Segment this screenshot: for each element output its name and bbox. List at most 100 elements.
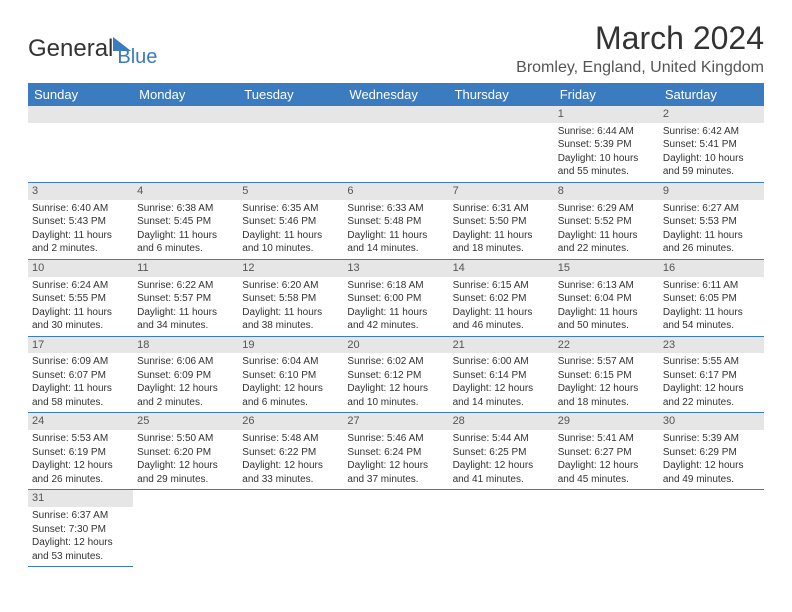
sunrise-text: Sunrise: 6:44 AM — [558, 125, 655, 139]
calendar-cell: 30Sunrise: 5:39 AMSunset: 6:29 PMDayligh… — [659, 413, 764, 490]
day-number: 22 — [554, 337, 659, 354]
daylight-text: Daylight: 12 hours and 33 minutes. — [242, 459, 339, 486]
calendar-cell: 20Sunrise: 6:02 AMSunset: 6:12 PMDayligh… — [343, 336, 448, 413]
sunrise-text: Sunrise: 5:46 AM — [347, 432, 444, 446]
daylight-text: Daylight: 10 hours and 55 minutes. — [558, 152, 655, 179]
day-number: 25 — [133, 413, 238, 430]
sunrise-text: Sunrise: 6:11 AM — [663, 279, 760, 293]
day-number: 17 — [28, 337, 133, 354]
day-number: 13 — [343, 260, 448, 277]
calendar-cell — [659, 490, 764, 567]
calendar-cell: 17Sunrise: 6:09 AMSunset: 6:07 PMDayligh… — [28, 336, 133, 413]
day-number: 16 — [659, 260, 764, 277]
calendar-cell: 6Sunrise: 6:33 AMSunset: 5:48 PMDaylight… — [343, 182, 448, 259]
weekday-header: Friday — [554, 83, 659, 106]
day-number: 20 — [343, 337, 448, 354]
calendar-cell: 24Sunrise: 5:53 AMSunset: 6:19 PMDayligh… — [28, 413, 133, 490]
daylight-text: Daylight: 12 hours and 14 minutes. — [453, 382, 550, 409]
sunset-text: Sunset: 6:17 PM — [663, 369, 760, 383]
sunset-text: Sunset: 5:48 PM — [347, 215, 444, 229]
title-block: March 2024 Bromley, England, United King… — [516, 20, 764, 77]
brand-logo: General Blue — [28, 20, 157, 69]
daylight-text: Daylight: 12 hours and 53 minutes. — [32, 536, 129, 563]
calendar-cell: 25Sunrise: 5:50 AMSunset: 6:20 PMDayligh… — [133, 413, 238, 490]
day-number: 12 — [238, 260, 343, 277]
calendar-cell: 8Sunrise: 6:29 AMSunset: 5:52 PMDaylight… — [554, 182, 659, 259]
daylight-text: Daylight: 11 hours and 42 minutes. — [347, 306, 444, 333]
sunset-text: Sunset: 6:25 PM — [453, 446, 550, 460]
calendar-cell — [133, 106, 238, 182]
sunrise-text: Sunrise: 5:48 AM — [242, 432, 339, 446]
day-number: 8 — [554, 183, 659, 200]
brand-part1: General — [28, 35, 113, 63]
day-number: 19 — [238, 337, 343, 354]
calendar-row: 3Sunrise: 6:40 AMSunset: 5:43 PMDaylight… — [28, 182, 764, 259]
daylight-text: Daylight: 11 hours and 6 minutes. — [137, 229, 234, 256]
sunset-text: Sunset: 5:46 PM — [242, 215, 339, 229]
calendar-cell: 23Sunrise: 5:55 AMSunset: 6:17 PMDayligh… — [659, 336, 764, 413]
sunset-text: Sunset: 5:57 PM — [137, 292, 234, 306]
sunrise-text: Sunrise: 6:22 AM — [137, 279, 234, 293]
day-number: 21 — [449, 337, 554, 354]
calendar-cell — [28, 106, 133, 182]
sunset-text: Sunset: 5:55 PM — [32, 292, 129, 306]
calendar-cell — [133, 490, 238, 567]
daylight-text: Daylight: 12 hours and 18 minutes. — [558, 382, 655, 409]
daylight-text: Daylight: 12 hours and 2 minutes. — [137, 382, 234, 409]
daylight-text: Daylight: 12 hours and 37 minutes. — [347, 459, 444, 486]
day-number: 3 — [28, 183, 133, 200]
day-number: 28 — [449, 413, 554, 430]
sunrise-text: Sunrise: 6:42 AM — [663, 125, 760, 139]
sunset-text: Sunset: 7:30 PM — [32, 523, 129, 537]
daylight-text: Daylight: 11 hours and 46 minutes. — [453, 306, 550, 333]
daylight-text: Daylight: 11 hours and 54 minutes. — [663, 306, 760, 333]
calendar-cell: 15Sunrise: 6:13 AMSunset: 6:04 PMDayligh… — [554, 259, 659, 336]
day-number: 10 — [28, 260, 133, 277]
day-number-empty — [238, 106, 343, 123]
calendar-cell: 26Sunrise: 5:48 AMSunset: 6:22 PMDayligh… — [238, 413, 343, 490]
calendar-cell: 1Sunrise: 6:44 AMSunset: 5:39 PMDaylight… — [554, 106, 659, 182]
sunrise-text: Sunrise: 5:41 AM — [558, 432, 655, 446]
calendar-row: 17Sunrise: 6:09 AMSunset: 6:07 PM Dayligh… — [28, 336, 764, 413]
sunset-text: Sunset: 6:24 PM — [347, 446, 444, 460]
day-number: 7 — [449, 183, 554, 200]
daylight-text: Daylight: 12 hours and 49 minutes. — [663, 459, 760, 486]
sunset-text: Sunset: 6:02 PM — [453, 292, 550, 306]
sunset-text: Sunset: 5:50 PM — [453, 215, 550, 229]
calendar-row: 1Sunrise: 6:44 AMSunset: 5:39 PMDaylight… — [28, 106, 764, 182]
sunrise-text: Sunrise: 6:24 AM — [32, 279, 129, 293]
daylight-text: Daylight: 11 hours and 2 minutes. — [32, 229, 129, 256]
calendar-row: 24Sunrise: 5:53 AMSunset: 6:19 PMDayligh… — [28, 413, 764, 490]
calendar-cell — [238, 106, 343, 182]
daylight-text: Daylight: 11 hours and 22 minutes. — [558, 229, 655, 256]
sunrise-text: Sunrise: 5:39 AM — [663, 432, 760, 446]
day-number: 23 — [659, 337, 764, 354]
calendar-cell: 31Sunrise: 6:37 AMSunset: 7:30 PMDayligh… — [28, 490, 133, 567]
daylight-text: Daylight: 11 hours and 38 minutes. — [242, 306, 339, 333]
daylight-text: Daylight: 10 hours and 59 minutes. — [663, 152, 760, 179]
calendar-cell: 10Sunrise: 6:24 AMSunset: 5:55 PMDayligh… — [28, 259, 133, 336]
calendar-table: Sunday Monday Tuesday Wednesday Thursday… — [28, 83, 764, 567]
calendar-row: 10 Sunrise: 6:24 AMSunset: 5:55 PM Dayligh… — [28, 259, 764, 336]
weekday-header: Sunday — [28, 83, 133, 106]
daylight-text: Daylight: 12 hours and 26 minutes. — [32, 459, 129, 486]
sunset-text: Sunset: 5:53 PM — [663, 215, 760, 229]
weekday-header: Tuesday — [238, 83, 343, 106]
sunrise-text: Sunrise: 5:50 AM — [137, 432, 234, 446]
calendar-cell: 11Sunrise: 6:22 AMSunset: 5:57 PMDayligh… — [133, 259, 238, 336]
daylight-text: Daylight: 12 hours and 6 minutes. — [242, 382, 339, 409]
calendar-cell: 21Sunrise: 6:00 AMSunset: 6:14 PMDayligh… — [449, 336, 554, 413]
calendar-cell: 27Sunrise: 5:46 AMSunset: 6:24 PMDayligh… — [343, 413, 448, 490]
sunset-text: Sunset: 6:20 PM — [137, 446, 234, 460]
sunset-text: Sunset: 5:43 PM — [32, 215, 129, 229]
day-number: 15 — [554, 260, 659, 277]
sunrise-text: Sunrise: 6:09 AM — [32, 355, 129, 369]
calendar-cell — [449, 490, 554, 567]
calendar-cell: 14Sunrise: 6:15 AMSunset: 6:02 PMDayligh… — [449, 259, 554, 336]
sunset-text: Sunset: 6:07 PM — [32, 369, 129, 383]
weekday-header: Saturday — [659, 83, 764, 106]
sunrise-text: Sunrise: 6:20 AM — [242, 279, 339, 293]
calendar-cell: 16Sunrise: 6:11 AMSunset: 6:05 PMDayligh… — [659, 259, 764, 336]
weekday-header: Monday — [133, 83, 238, 106]
day-number: 18 — [133, 337, 238, 354]
